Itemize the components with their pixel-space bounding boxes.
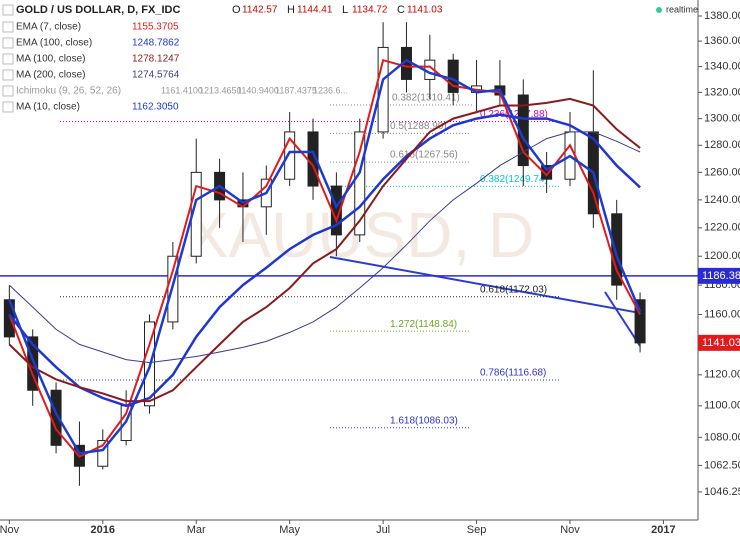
y-tick-label: 1080.00 <box>704 431 740 443</box>
y-tick-label: 1062.50 <box>704 459 740 471</box>
legend-icon <box>2 69 14 81</box>
y-tick-label: 1260.00 <box>704 166 740 178</box>
legend-value: 1155.3705 <box>132 22 179 33</box>
legend: GOLD / US DOLLAR, D, FX_IDC O 1142.57 H 1144… <box>2 4 443 113</box>
fib-label: 0.786(1116.68) <box>480 368 546 379</box>
y-tick-label: 1240.00 <box>704 194 740 206</box>
trend-line <box>604 291 641 347</box>
x-tick-label: Mar <box>187 524 206 536</box>
y-tick-label: 1100.00 <box>704 400 740 412</box>
ohlc-value: 1142.57 <box>242 5 278 16</box>
candle-body <box>97 440 109 467</box>
fib-label: 1.618(1086.03) <box>390 415 458 426</box>
ma-line <box>8 113 641 408</box>
ohlc-value: 1141.03 <box>407 5 443 16</box>
legend-value: 1162.3050 <box>132 102 179 113</box>
legend-icon <box>2 4 14 16</box>
y-tick-label: 1280.00 <box>704 139 740 151</box>
legend-value: 1278.1247 <box>132 54 180 65</box>
fib-label: 0.618(1267.56) <box>390 150 458 161</box>
legend-value: 1140.9400 <box>237 85 279 95</box>
legend-value: 1236.6... <box>313 85 348 95</box>
price-tag <box>698 267 740 284</box>
legend-icon <box>2 21 14 33</box>
x-tick-label: Nov <box>560 524 580 536</box>
legend-name: MA (100, close) <box>16 54 85 65</box>
price-tag <box>698 334 740 351</box>
ohlc-key: H <box>287 4 295 16</box>
legend-value: 1274.5764 <box>132 70 180 81</box>
ma-line <box>8 131 641 364</box>
x-tick-label: Nov <box>0 524 20 536</box>
y-tick-label: 1360.00 <box>704 35 740 47</box>
fib-label: 0.236(1297.88) <box>480 109 548 120</box>
y-tick-label: 1380.00 <box>704 10 740 22</box>
status-dot <box>656 7 662 13</box>
legend-icon <box>2 37 14 49</box>
fib-label: 0.382(1310.41) <box>392 93 460 104</box>
candle-body <box>377 46 389 133</box>
legend-icon <box>2 53 14 65</box>
chart-title: GOLD / US DOLLAR, D, FX_IDC <box>16 4 180 16</box>
legend-icon <box>2 85 14 97</box>
ma-line <box>8 58 641 458</box>
y-tick-label: 1300.00 <box>704 113 740 125</box>
candle-body <box>284 131 296 180</box>
ohlc-value: 1144.41 <box>297 5 333 16</box>
candle-body <box>611 213 623 286</box>
candle-body <box>354 131 366 236</box>
y-tick-label: 1220.00 <box>704 222 740 234</box>
ma-line <box>8 97 641 403</box>
y-tick-label: 1046.25 <box>704 486 740 498</box>
x-tick-label: 2017 <box>651 524 675 536</box>
y-tick-label: 1340.00 <box>704 60 740 72</box>
legend-name: Ichimoku (9, 26, 52, 26) <box>16 86 121 97</box>
candle-body <box>3 299 15 338</box>
status: realtime <box>666 4 698 14</box>
ohlc-key: L <box>342 4 348 16</box>
legend-name: MA (10, close) <box>16 102 80 113</box>
legend-name: EMA (100, close) <box>16 38 92 49</box>
y-tick-label: 1120.00 <box>704 369 740 381</box>
x-tick-label: May <box>279 524 300 536</box>
candle-body <box>541 165 553 180</box>
ohlc-value: 1134.72 <box>352 5 388 16</box>
candle-body <box>447 59 459 93</box>
candle-body <box>634 299 646 344</box>
y-tick-label: 1160.00 <box>704 308 740 320</box>
legend-icon <box>2 101 14 113</box>
legend-value: 1213.4650 <box>199 85 242 95</box>
last-price-label: 1141.03 <box>702 337 740 349</box>
ma-line <box>8 58 642 455</box>
ohlc-key: C <box>397 4 405 16</box>
fib-label: 0.5(1288.90) <box>390 121 447 132</box>
x-tick-label: Sep <box>467 524 487 536</box>
y-tick-label: 1200.00 <box>704 250 740 262</box>
legend-value: 1248.7862 <box>132 38 180 49</box>
fib-label: 0.618(1172.03) <box>480 284 547 295</box>
fib-label: 0.382(1249.74) <box>480 174 548 185</box>
legend-value: 1187.4375 <box>275 85 317 95</box>
y-tick-label: 1320.00 <box>704 86 740 98</box>
fib-label: 1.272(1148.84) <box>390 319 457 330</box>
trend-line <box>329 256 641 314</box>
ohlc-key: O <box>232 4 241 16</box>
x-tick-label: 2016 <box>91 524 115 536</box>
price-tag-label: 1186.38 <box>702 270 740 282</box>
legend-value: 1161.4100 <box>161 85 203 95</box>
legend-name: EMA (7, close) <box>16 22 81 33</box>
x-tick-label: Jul <box>376 524 390 536</box>
legend-name: MA (200, close) <box>16 70 85 81</box>
